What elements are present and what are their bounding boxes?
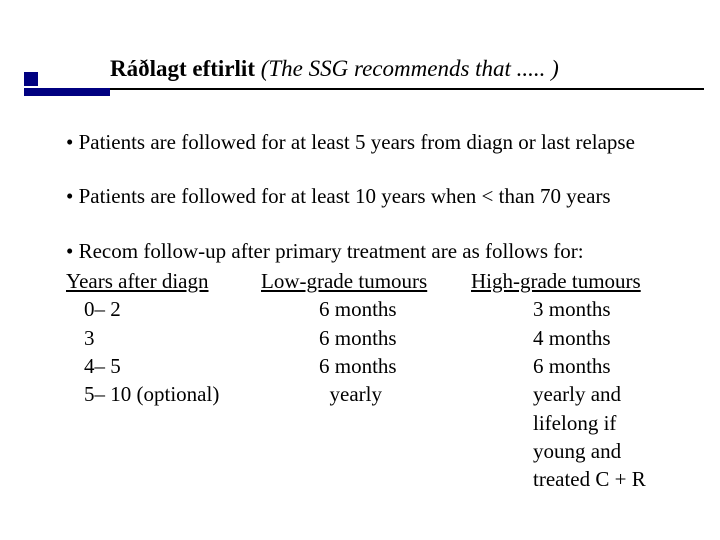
cell-years: 3 xyxy=(66,324,261,352)
header-years: Years after diagn xyxy=(66,269,209,293)
accent-bar-long xyxy=(24,88,110,96)
cell-high: 4 months xyxy=(471,324,681,352)
table-row: 4– 5 6 months 6 months xyxy=(66,352,714,380)
high-extra-line: treated C + R xyxy=(533,465,681,493)
title-divider xyxy=(24,88,704,90)
title-italic: (The SSG recommends that ..... ) xyxy=(255,56,559,81)
cell-years: 4– 5 xyxy=(66,352,261,380)
table-row: 5– 10 (optional) yearly yearly and xyxy=(66,380,714,408)
high-extra: lifelong if young and treated C + R xyxy=(471,409,681,494)
cell-years: 0– 2 xyxy=(66,295,261,323)
body-content: • Patients are followed for at least 5 y… xyxy=(66,128,714,494)
header-low: Low-grade tumours xyxy=(261,269,427,293)
slide-title: Ráðlagt eftirlit (The SSG recommends tha… xyxy=(110,56,559,82)
table-header-row: Years after diagn Low-grade tumours High… xyxy=(66,267,714,295)
header-high: High-grade tumours xyxy=(471,269,641,293)
table-row: 3 6 months 4 months xyxy=(66,324,714,352)
followup-table: Years after diagn Low-grade tumours High… xyxy=(66,267,714,494)
table-row: 0– 2 6 months 3 months xyxy=(66,295,714,323)
cell-low: 6 months xyxy=(261,324,471,352)
title-bold: Ráðlagt eftirlit xyxy=(110,56,255,81)
high-extra-line: lifelong if xyxy=(533,409,681,437)
bullet-2: • Patients are followed for at least 10 … xyxy=(66,182,714,210)
accent-square xyxy=(24,72,38,86)
cell-high: 6 months xyxy=(471,352,681,380)
cell-low: 6 months xyxy=(261,352,471,380)
followup-intro: • Recom follow-up after primary treatmen… xyxy=(66,237,714,265)
bullet-1: • Patients are followed for at least 5 y… xyxy=(66,128,714,156)
cell-low: 6 months xyxy=(261,295,471,323)
table-row-extra: lifelong if young and treated C + R xyxy=(66,409,714,494)
cell-years: 5– 10 (optional) xyxy=(66,380,261,408)
cell-high: yearly and xyxy=(471,380,681,408)
cell-low: yearly xyxy=(261,380,471,408)
high-extra-line: young and xyxy=(533,437,681,465)
followup-block: • Recom follow-up after primary treatmen… xyxy=(66,237,714,494)
cell-high: 3 months xyxy=(471,295,681,323)
